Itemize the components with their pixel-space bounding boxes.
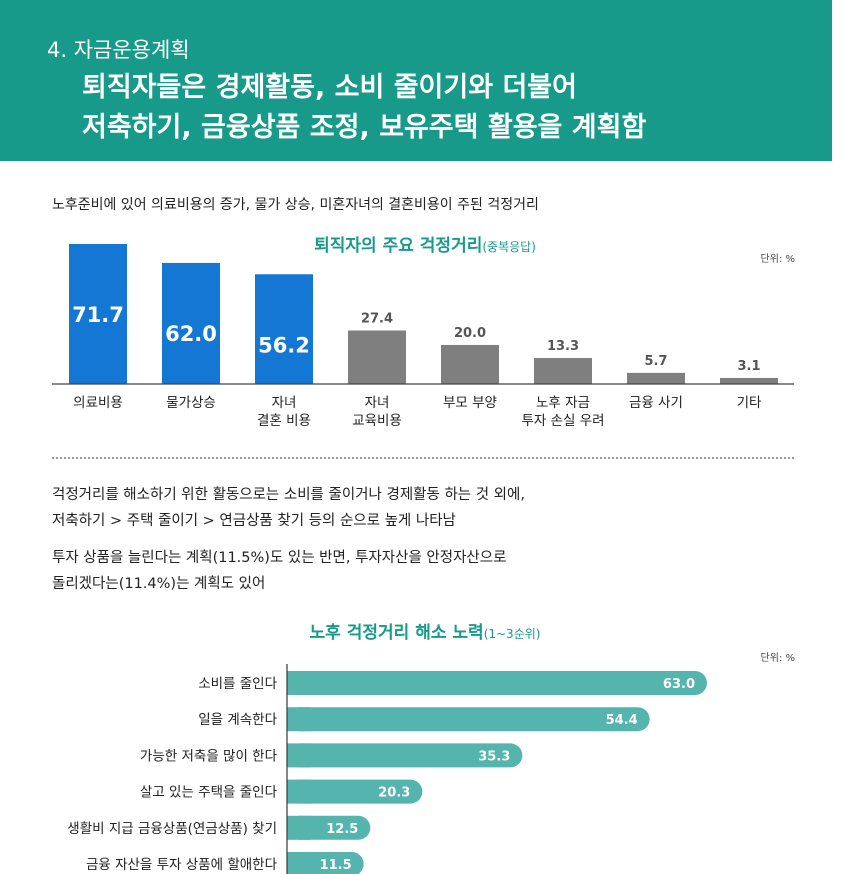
hbar-4 (287, 779, 423, 804)
value-label-2: 62.0 (165, 322, 217, 346)
category-label-4-line-1: 자녀 (365, 395, 390, 411)
value-label-4: 27.4 (361, 311, 393, 326)
paragraph-1-line-2: 저축하기 > 주택 줄이기 > 연금상품 찾기 등의 순으로 높게 나타남 (52, 513, 456, 529)
chart2-unit-label: 단위: % (760, 653, 795, 664)
bar-6 (534, 358, 592, 384)
paragraph-1-line-1: 걱정거리를 해소하기 위한 활동으로는 소비를 줄이거나 경제활동 하는 것 외… (52, 487, 525, 503)
bar-1 (69, 244, 127, 384)
category-label-6-line-1: 노후 자금 (536, 395, 590, 411)
bar-5 (441, 344, 499, 384)
bar-8 (720, 377, 778, 384)
paragraph-2-line-2: 돌리겠다는(11.4%)는 계획도 있어 (52, 576, 266, 592)
hbar-square-start-5 (287, 815, 311, 840)
headline-line-2: 저축하기, 금융상품 조정, 보유주택 활용을 계획함 (82, 112, 647, 143)
hbar-category-label-2: 일을 계속한다 (198, 712, 277, 728)
efforts-bar-chart: 63.0 소비를 줄인다 54.4 일을 계속한다 35.3 가능한 저축을 많이 한다 2… (67, 664, 707, 874)
paragraph-2: 투자 상품을 늘린다는 계획(11.5%)도 있는 반면, 투자자산을 안정자산… (52, 545, 506, 597)
chart2-title: 노후 걱정거리 해소 노력(1~3순위) (0, 618, 850, 643)
hbar-1 (287, 671, 707, 695)
hbar-value-label-6: 11.5 (320, 858, 352, 873)
hbar-square-start-1 (287, 671, 311, 695)
hbar-category-label-4: 살고 있는 주택을 줄인다 (140, 785, 278, 801)
value-label-1: 71.7 (72, 303, 124, 327)
headline-line-1: 퇴직자들은 경제활동, 소비 줄이기와 더불어 (82, 72, 577, 103)
section-number: 4. 자금운용계획 (47, 38, 190, 62)
chart2-title-sub: (1~3순위) (483, 627, 541, 641)
hbar-2 (287, 707, 650, 732)
hbar-category-label-6: 금융 자산을 투자 상품에 할애한다 (86, 857, 278, 873)
chart1-title-main: 퇴직자의 주요 걱정거리 (314, 236, 483, 256)
hbar-value-label-3: 35.3 (478, 749, 510, 764)
bar-3 (255, 274, 313, 384)
value-label-5: 20.0 (454, 326, 486, 341)
value-label-6: 13.3 (547, 339, 579, 354)
chart1-title: 퇴직자의 주요 걱정거리(중복응답) (0, 231, 850, 256)
hbar-square-start-6 (287, 852, 311, 874)
hbar-value-label-2: 54.4 (606, 713, 638, 728)
category-label-5-line-1: 부모 부양 (443, 395, 497, 411)
section-header: 4. 자금운용계획 퇴직자들은 경제활동, 소비 줄이기와 더불어 저축하기, … (0, 0, 832, 161)
category-label-7-line-1: 금융 사기 (629, 395, 683, 411)
category-label-3-line-1: 자녀 (272, 395, 297, 411)
hbar-category-label-5: 생활비 지급 금융상품(연금상품) 찾기 (67, 821, 277, 837)
category-label-4-line-2: 교육비용 (352, 413, 402, 429)
hbar-value-label-1: 63.0 (663, 677, 695, 692)
divider (52, 457, 794, 459)
bar-2 (162, 262, 220, 384)
paragraph-2-line-1: 투자 상품을 늘린다는 계획(11.5%)도 있는 반면, 투자자산을 안정자산… (52, 550, 507, 566)
chart1-unit-label: 단위: % (760, 254, 795, 265)
hbar-value-label-4: 20.3 (378, 786, 410, 801)
hbar-square-start-3 (287, 743, 311, 768)
hbar-3 (287, 743, 523, 768)
category-label-6-line-2: 투자 손실 우려 (521, 413, 604, 429)
chart2-title-main: 노후 걱정거리 해소 노력 (309, 623, 484, 643)
category-label-2-line-1: 물가상승 (166, 395, 216, 411)
value-label-3: 56.2 (258, 333, 310, 357)
category-label-8-line-1: 기타 (737, 395, 762, 411)
hbar-value-label-5: 12.5 (326, 822, 358, 837)
paragraph-1: 걱정거리를 해소하기 위한 활동으로는 소비를 줄이거나 경제활동 하는 것 외… (52, 482, 525, 534)
chart1-title-sub: (중복응답) (482, 240, 536, 254)
hbar-square-start-4 (287, 779, 311, 804)
category-label-1-line-1: 의료비용 (73, 395, 123, 411)
hbar-square-start-2 (287, 707, 311, 732)
headline: 퇴직자들은 경제활동, 소비 줄이기와 더불어 저축하기, 금융상품 조정, 보… (82, 68, 646, 148)
bar-4 (348, 330, 406, 384)
hbar-category-label-3: 가능한 저축을 많이 한다 (140, 748, 278, 764)
intro-text: 노후준비에 있어 의료비용의 증가, 물가 상승, 미혼자녀의 결혼비용이 주된… (52, 197, 539, 213)
value-label-8: 3.1 (737, 359, 760, 374)
hbar-category-label-1: 소비를 줄인다 (198, 676, 277, 692)
value-label-7: 5.7 (644, 354, 667, 369)
category-label-3-line-2: 결혼 비용 (257, 413, 311, 429)
bar-7 (627, 372, 685, 384)
